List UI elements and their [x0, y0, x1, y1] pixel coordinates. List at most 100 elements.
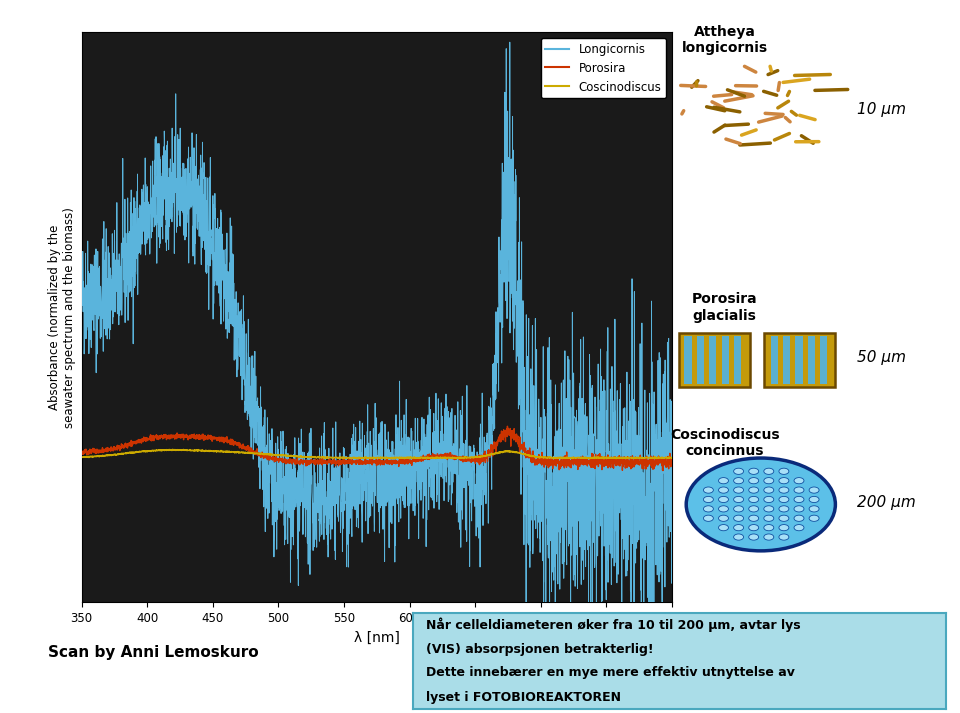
Bar: [771, 336, 778, 384]
Longicornis: [591, 436, 603, 444]
Longicornis: [666, 544, 678, 553]
Circle shape: [718, 487, 729, 493]
Porosira: [655, 453, 666, 462]
Bar: [783, 336, 790, 384]
Text: Når celleldiameteren øker fra 10 til 200 μm, avtar lys: Når celleldiameteren øker fra 10 til 200…: [426, 617, 801, 632]
Circle shape: [779, 468, 789, 474]
Longicornis: [643, 677, 655, 686]
Porosira: [502, 422, 514, 431]
Legend: Longicornis, Porosira, Coscinodiscus: Longicornis, Porosira, Coscinodiscus: [540, 38, 666, 98]
Longicornis: [302, 525, 314, 534]
Coscinodiscus: [584, 455, 595, 463]
X-axis label: λ [nm]: λ [nm]: [354, 631, 399, 645]
Bar: [679, 333, 750, 386]
Text: Attheya
longicornis: Attheya longicornis: [682, 25, 768, 55]
Coscinodiscus: [591, 453, 603, 462]
Circle shape: [749, 515, 758, 521]
Circle shape: [733, 525, 744, 530]
Circle shape: [794, 506, 804, 512]
Porosira: [666, 459, 678, 468]
Porosira: [179, 433, 190, 441]
Circle shape: [779, 525, 789, 530]
Porosira: [76, 450, 87, 458]
Circle shape: [779, 478, 789, 484]
Longicornis: [143, 201, 155, 210]
Circle shape: [749, 496, 758, 503]
Circle shape: [749, 487, 758, 493]
Line: Coscinodiscus: Coscinodiscus: [82, 449, 672, 459]
Circle shape: [749, 468, 758, 474]
Circle shape: [794, 525, 804, 530]
Bar: [764, 333, 835, 386]
Circle shape: [779, 515, 789, 521]
Circle shape: [718, 525, 729, 530]
Circle shape: [764, 468, 774, 474]
Porosira: [658, 466, 669, 475]
Circle shape: [764, 478, 774, 484]
Bar: [820, 336, 828, 384]
Circle shape: [764, 496, 774, 503]
Coscinodiscus: [143, 447, 155, 456]
Text: (VIS) absorpsjonen betrakterlig!: (VIS) absorpsjonen betrakterlig!: [426, 643, 654, 656]
Circle shape: [733, 468, 744, 474]
Text: Porosira
glacialis: Porosira glacialis: [692, 292, 757, 322]
Text: 200 μm: 200 μm: [857, 495, 916, 511]
Circle shape: [749, 525, 758, 530]
Bar: [697, 336, 704, 384]
Circle shape: [794, 496, 804, 503]
Circle shape: [718, 478, 729, 484]
Circle shape: [764, 487, 774, 493]
Circle shape: [779, 487, 789, 493]
Circle shape: [704, 506, 713, 512]
Circle shape: [718, 496, 729, 503]
Circle shape: [733, 515, 744, 521]
Y-axis label: Absorbance (normalized by the
seawater spectrum and the biomass): Absorbance (normalized by the seawater s…: [48, 207, 76, 428]
Circle shape: [733, 534, 744, 540]
Text: lyset i FOTOBIOREAKTOREN: lyset i FOTOBIOREAKTOREN: [426, 692, 621, 704]
Porosira: [327, 458, 339, 467]
Coscinodiscus: [167, 445, 179, 453]
Circle shape: [733, 478, 744, 484]
Circle shape: [718, 506, 729, 512]
Line: Longicornis: Longicornis: [82, 42, 672, 682]
Coscinodiscus: [302, 453, 314, 461]
Text: Dette innebærer en mye mere effektiv utnyttelse av: Dette innebærer en mye mere effektiv utn…: [426, 667, 795, 679]
Longicornis: [655, 453, 666, 461]
Circle shape: [764, 506, 774, 512]
Bar: [734, 336, 741, 384]
Bar: [796, 336, 803, 384]
Circle shape: [779, 506, 789, 512]
Bar: [709, 336, 716, 384]
Circle shape: [686, 458, 835, 551]
Longicornis: [76, 280, 87, 289]
Text: 50 μm: 50 μm: [857, 350, 906, 366]
Coscinodiscus: [328, 453, 340, 462]
Porosira: [143, 435, 155, 443]
Circle shape: [779, 534, 789, 540]
Coscinodiscus: [179, 446, 190, 454]
Circle shape: [749, 506, 758, 512]
Circle shape: [733, 487, 744, 493]
Circle shape: [809, 515, 819, 521]
Circle shape: [764, 534, 774, 540]
Porosira: [591, 456, 603, 465]
Circle shape: [809, 496, 819, 503]
Bar: [808, 336, 815, 384]
Circle shape: [749, 478, 758, 484]
Circle shape: [704, 515, 713, 521]
Bar: [684, 336, 691, 384]
Line: Porosira: Porosira: [82, 426, 672, 471]
Circle shape: [764, 515, 774, 521]
Coscinodiscus: [655, 453, 666, 462]
Circle shape: [733, 506, 744, 512]
Circle shape: [704, 496, 713, 503]
Longicornis: [327, 488, 339, 497]
Text: 10 μm: 10 μm: [857, 101, 906, 117]
Circle shape: [794, 487, 804, 493]
Porosira: [302, 457, 314, 466]
Circle shape: [779, 496, 789, 503]
Bar: [722, 336, 729, 384]
Text: Coscinodiscus
concinnus: Coscinodiscus concinnus: [670, 428, 780, 458]
Longicornis: [504, 38, 516, 46]
Coscinodiscus: [76, 453, 87, 461]
